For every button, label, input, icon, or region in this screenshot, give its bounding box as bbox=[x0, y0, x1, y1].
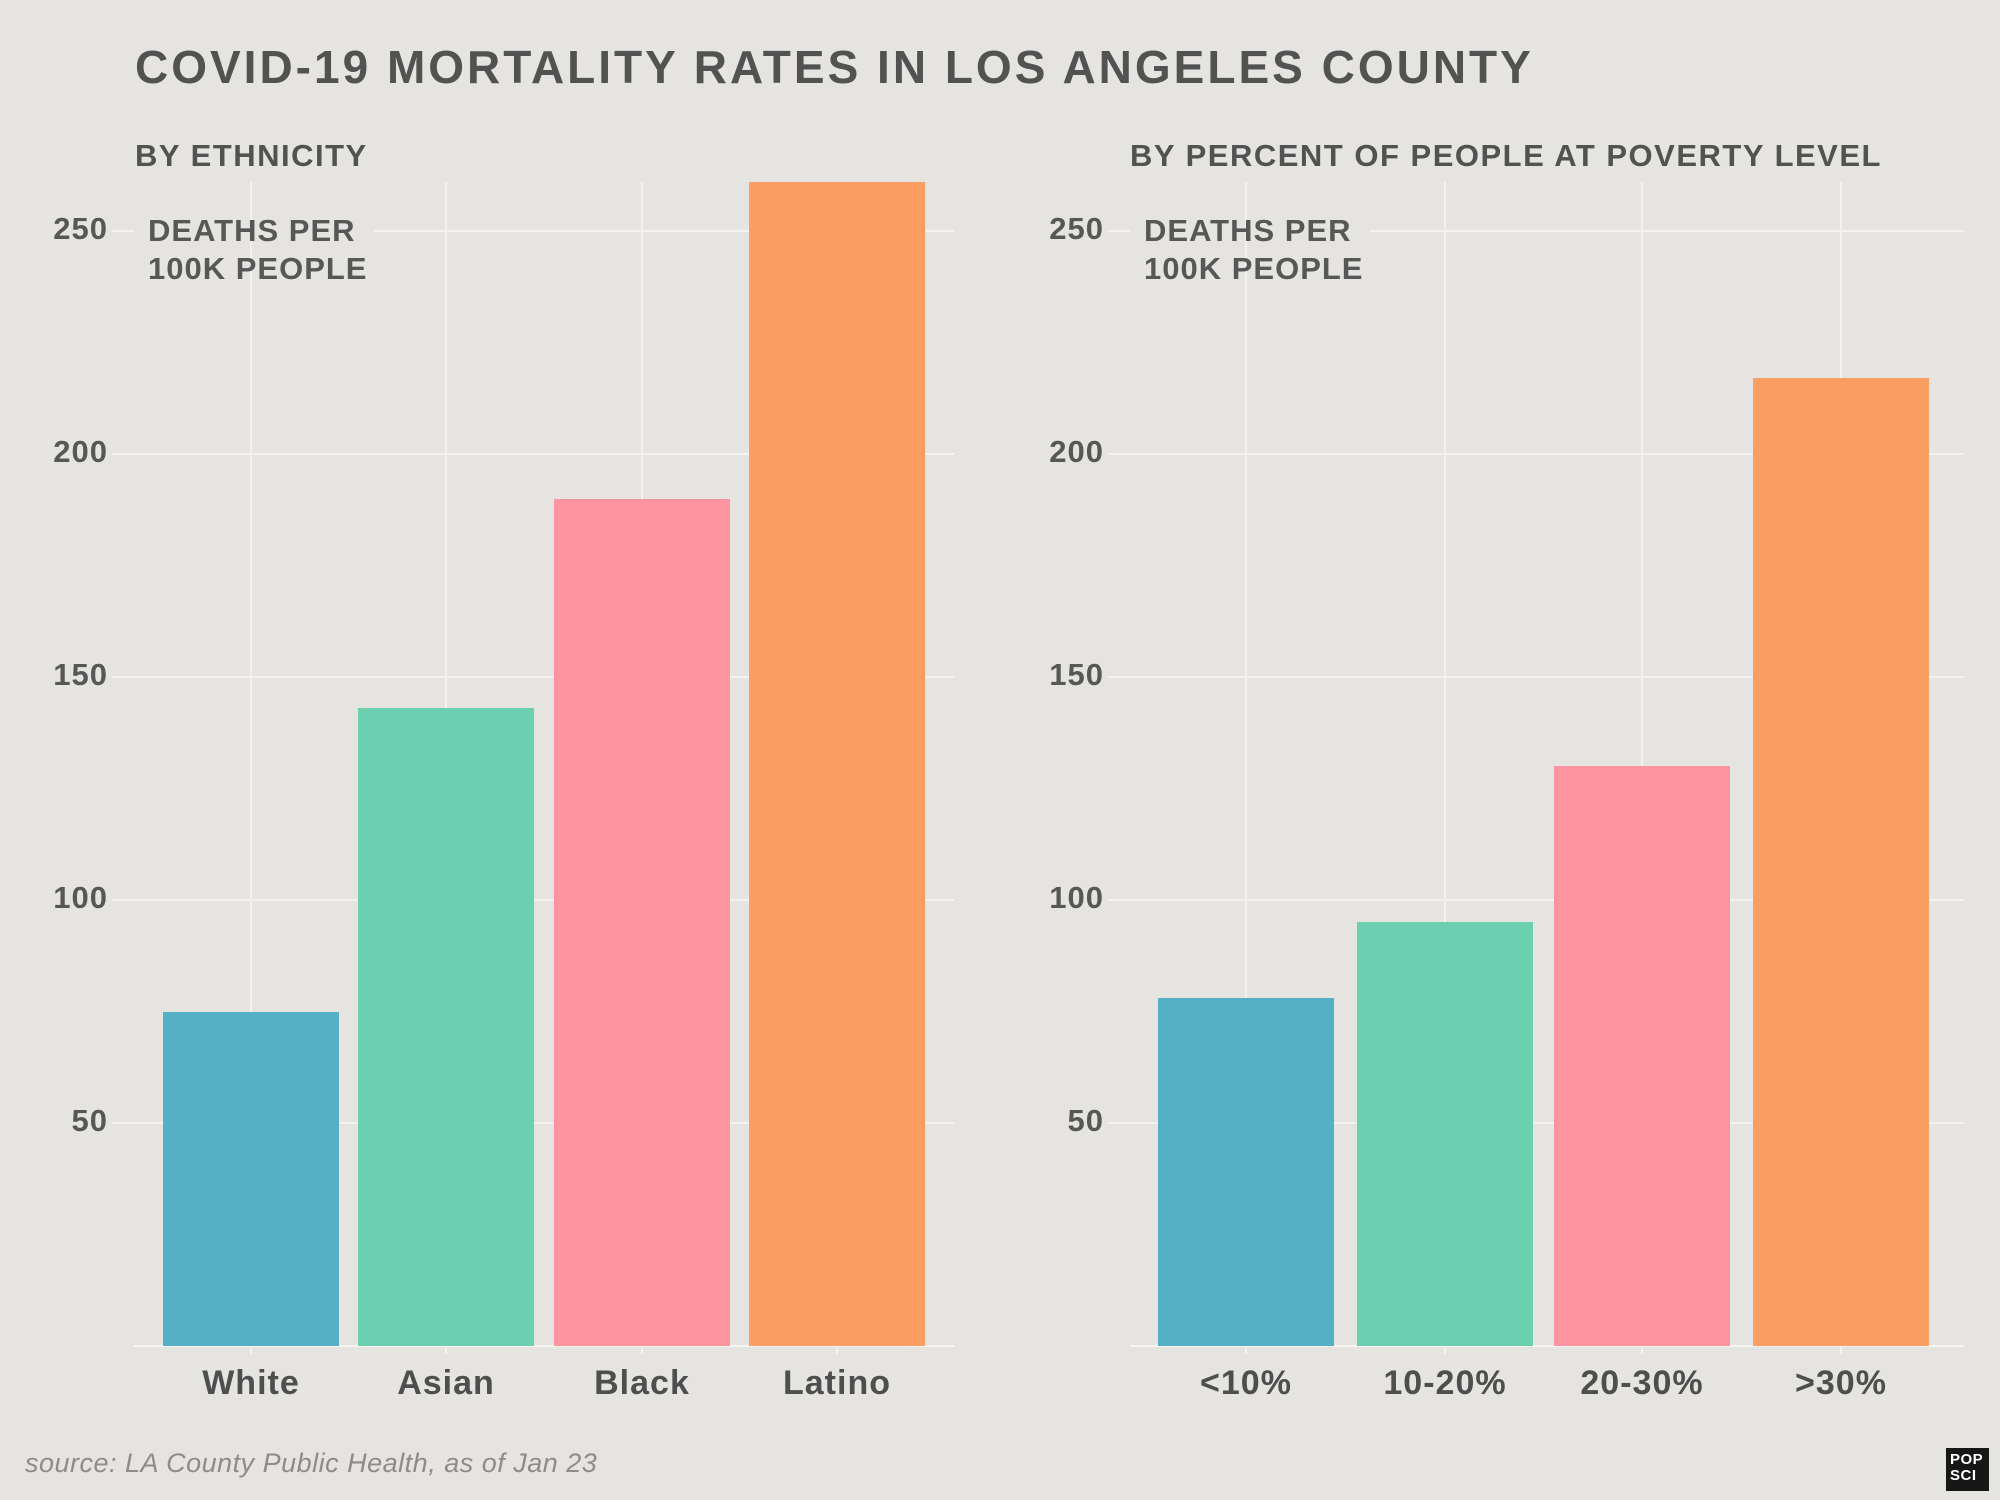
chart-subtitle-poverty: BY PERCENT OF PEOPLE AT POVERTY LEVEL bbox=[1130, 138, 1882, 173]
gridline-horizontal bbox=[1108, 899, 1964, 901]
bar-10 bbox=[1158, 998, 1334, 1346]
y-tick-label: 150 bbox=[53, 657, 108, 692]
gridline-vertical bbox=[250, 182, 252, 1354]
logo-line-2: SCI bbox=[1950, 1467, 1977, 1484]
category-label-asian: Asian bbox=[397, 1364, 495, 1402]
y-tick-label: 50 bbox=[1067, 1103, 1104, 1138]
source-credit: source: LA County Public Health, as of J… bbox=[25, 1448, 598, 1478]
bar-black bbox=[554, 499, 730, 1346]
gridline-horizontal bbox=[1108, 676, 1964, 678]
y-axis-title-line: 100K PEOPLE bbox=[1144, 251, 1364, 286]
gridline-horizontal bbox=[112, 676, 954, 678]
category-label-30: >30% bbox=[1795, 1364, 1887, 1402]
gridline-vertical bbox=[1444, 182, 1446, 1354]
x-axis-baseline bbox=[1130, 1345, 1964, 1347]
gridline-tick-dash bbox=[112, 230, 134, 232]
y-axis-title: DEATHS PER 100K PEOPLE bbox=[1144, 212, 1363, 288]
y-axis-title-line: DEATHS PER bbox=[148, 213, 356, 248]
category-label-black: Black bbox=[594, 1364, 690, 1402]
bar-30 bbox=[1753, 378, 1929, 1346]
category-label-10-20: 10-20% bbox=[1383, 1364, 1507, 1402]
y-axis-title: DEATHS PER 100K PEOPLE bbox=[148, 212, 367, 288]
x-axis-baseline bbox=[134, 1345, 954, 1347]
y-tick-label: 250 bbox=[53, 211, 108, 246]
chart-subtitle-ethnicity: BY ETHNICITY bbox=[135, 138, 368, 173]
y-tick-label: 200 bbox=[53, 434, 108, 469]
gridline-horizontal bbox=[1108, 453, 1964, 455]
gridline-horizontal bbox=[374, 230, 954, 232]
bar-20-30 bbox=[1554, 766, 1730, 1346]
y-tick-label: 250 bbox=[1049, 211, 1104, 246]
page-title: COVID-19 MORTALITY RATES IN LOS ANGELES … bbox=[135, 41, 1534, 93]
bar-asian bbox=[358, 708, 534, 1346]
category-label-20-30: 20-30% bbox=[1580, 1364, 1704, 1402]
gridline-vertical bbox=[1245, 182, 1247, 1354]
y-axis-title-line: 100K PEOPLE bbox=[148, 251, 368, 286]
gridline-tick-dash bbox=[1108, 230, 1130, 232]
y-tick-label: 100 bbox=[1049, 880, 1104, 915]
y-axis-title-line: DEATHS PER bbox=[1144, 213, 1352, 248]
gridline-horizontal bbox=[1108, 1122, 1964, 1124]
y-tick-label: 100 bbox=[53, 880, 108, 915]
y-tick-label: 200 bbox=[1049, 434, 1104, 469]
gridline-horizontal bbox=[112, 453, 954, 455]
bar-latino bbox=[749, 182, 925, 1346]
category-label-latino: Latino bbox=[783, 1364, 891, 1402]
popsci-logo: POP SCI bbox=[1946, 1448, 1989, 1491]
y-tick-label: 50 bbox=[71, 1103, 108, 1138]
category-label-10: <10% bbox=[1200, 1364, 1292, 1402]
gridline-horizontal bbox=[1370, 230, 1964, 232]
bar-white bbox=[163, 1012, 339, 1346]
y-tick-label: 150 bbox=[1049, 657, 1104, 692]
category-label-white: White bbox=[202, 1364, 300, 1402]
logo-line-1: POP bbox=[1950, 1451, 1984, 1468]
bar-10-20 bbox=[1357, 922, 1533, 1346]
